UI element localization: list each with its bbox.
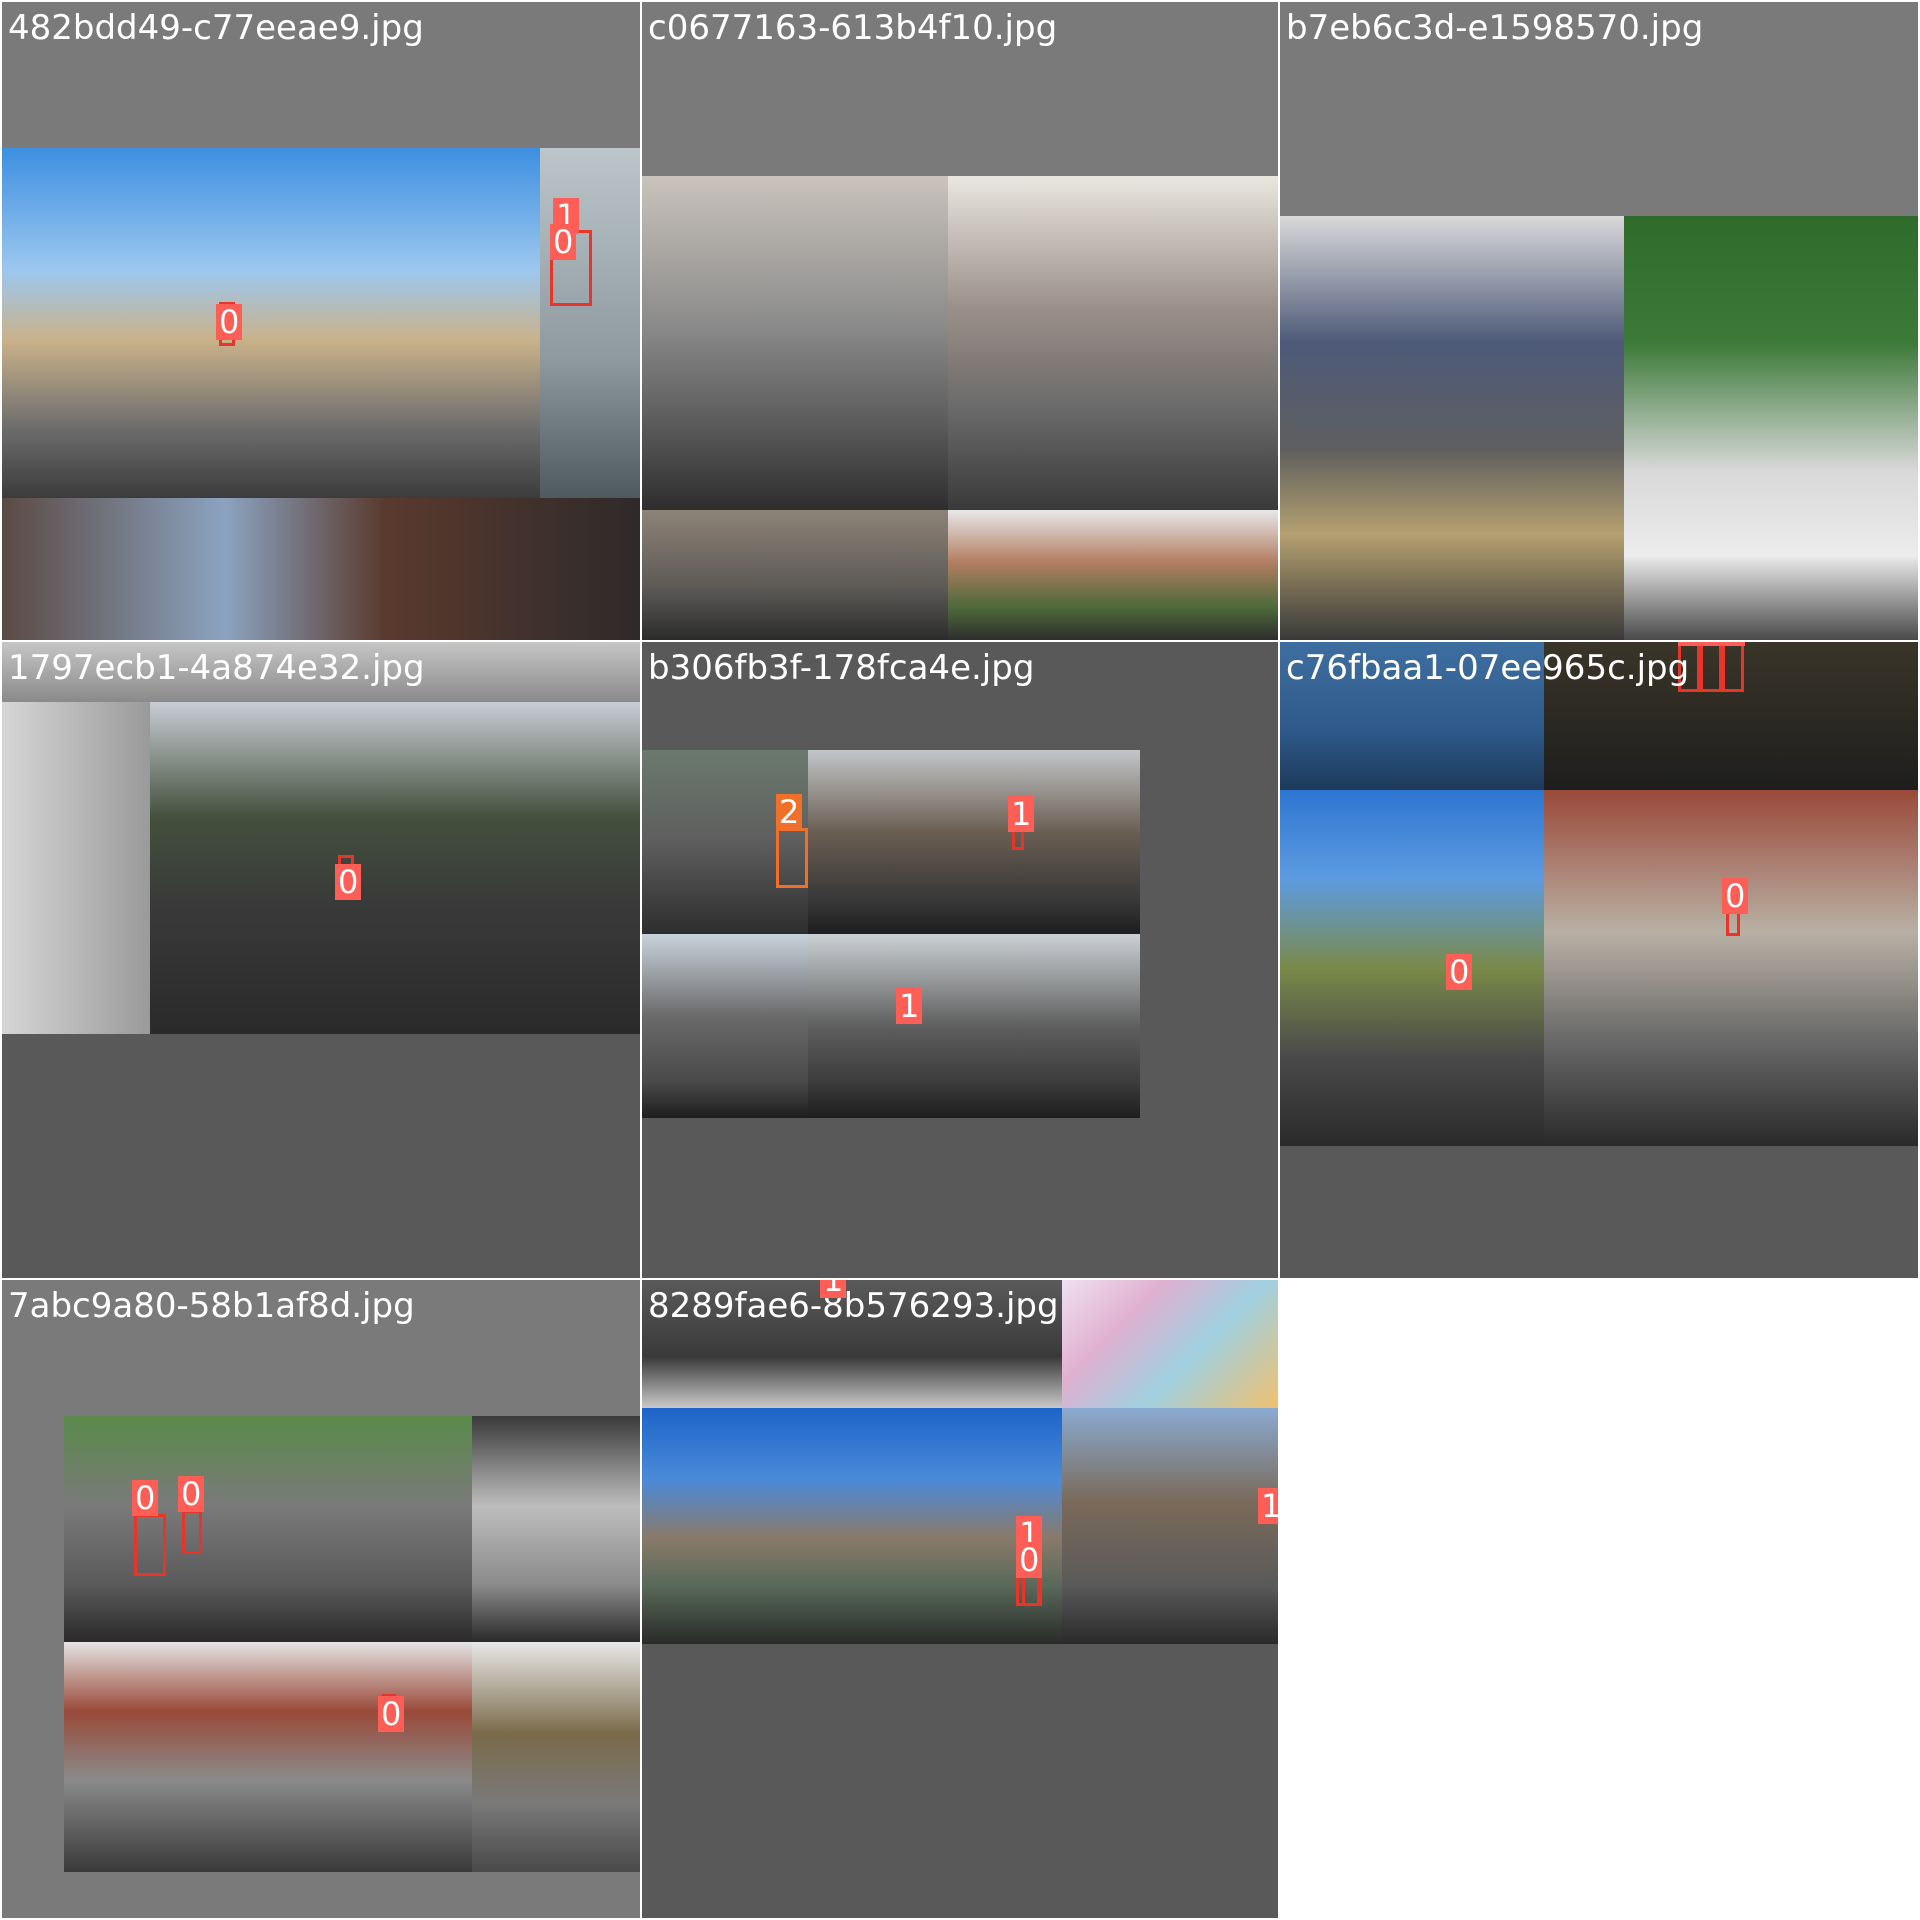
tile-filename: 1797ecb1-4a874e32.jpg xyxy=(8,648,425,688)
street-photo xyxy=(948,510,1278,640)
tile-filename: b306fb3f-178fca4e.jpg xyxy=(648,648,1035,688)
detection-box xyxy=(182,1510,202,1554)
mosaic-tile-2: c0677163-613b4f10.jpg xyxy=(642,2,1278,640)
detection-label: 0 xyxy=(335,864,362,900)
street-photo xyxy=(1062,1280,1278,1408)
detection-label: 0 xyxy=(1446,954,1473,990)
street-photo xyxy=(1624,216,1918,640)
street-photo xyxy=(1280,642,1544,790)
street-photo xyxy=(1544,642,1918,790)
detection-label: 0 xyxy=(178,1476,205,1512)
tile-filename: 8289fae6-8b576293.jpg xyxy=(648,1286,1059,1326)
tile-filename: 482bdd49-c77eeae9.jpg xyxy=(8,8,424,48)
detection-box xyxy=(776,828,808,888)
street-photo xyxy=(642,934,808,1118)
street-photo xyxy=(2,702,150,1034)
street-photo xyxy=(472,1416,640,1642)
street-photo xyxy=(642,750,808,934)
street-photo xyxy=(1062,1408,1278,1644)
mosaic-tile-5: b306fb3f-178fca4e.jpg 2 1 1 xyxy=(642,642,1278,1278)
detection-label: 000 xyxy=(1678,642,1746,646)
street-photo xyxy=(1280,790,1544,1146)
detection-label: 1 xyxy=(896,988,923,1024)
mosaic-tile-8: 8289fae6-8b576293.jpg 1 1 0 1 xyxy=(642,1280,1278,1918)
detection-label: 1 xyxy=(820,1280,847,1298)
detection-label: 0 xyxy=(1722,878,1749,914)
mosaic-tile-4: 1797ecb1-4a874e32.jpg 0 xyxy=(2,642,640,1278)
street-photo xyxy=(808,934,1140,1118)
detection-label: 0 xyxy=(1016,1542,1043,1578)
street-photo xyxy=(1544,790,1918,1146)
street-photo xyxy=(948,176,1278,510)
street-photo xyxy=(642,1408,1062,1644)
street-photo xyxy=(808,750,1140,934)
mosaic-tile-3: b7eb6c3d-e1598570.jpg xyxy=(1280,2,1918,640)
street-photo xyxy=(642,1280,1062,1408)
tile-filename: c0677163-613b4f10.jpg xyxy=(648,8,1058,48)
street-photo xyxy=(642,176,948,510)
mosaic-tile-1: 482bdd49-c77eeae9.jpg 0 1 0 xyxy=(2,2,640,640)
detection-label: 1 xyxy=(1258,1488,1278,1524)
tile-filename: b7eb6c3d-e1598570.jpg xyxy=(1286,8,1704,48)
street-photo xyxy=(64,1642,472,1872)
detection-label: 0 xyxy=(216,304,243,340)
street-photo xyxy=(642,510,948,640)
mosaic-tile-7: 7abc9a80-58b1af8d.jpg 0 0 0 xyxy=(2,1280,640,1918)
detection-label: 0 xyxy=(378,1696,405,1732)
detection-label: 0 xyxy=(132,1480,159,1516)
street-photo xyxy=(2,642,640,702)
mosaic-tile-6: c76fbaa1-07ee965c.jpg 000 0 0 xyxy=(1280,642,1918,1278)
detection-box xyxy=(1722,642,1744,692)
street-photo xyxy=(1280,216,1624,640)
street-photo xyxy=(2,148,540,498)
detection-box xyxy=(1700,642,1722,692)
detection-box xyxy=(134,1514,166,1576)
street-photo xyxy=(150,702,640,1034)
tile-filename: c76fbaa1-07ee965c.jpg xyxy=(1286,648,1690,688)
street-photo xyxy=(2,498,640,640)
detection-label: 1 xyxy=(1008,796,1035,832)
street-photo xyxy=(64,1416,472,1642)
detection-label: 0 xyxy=(550,224,577,260)
tile-filename: 7abc9a80-58b1af8d.jpg xyxy=(8,1286,415,1326)
detection-label: 2 xyxy=(776,794,803,830)
street-photo xyxy=(472,1642,640,1872)
